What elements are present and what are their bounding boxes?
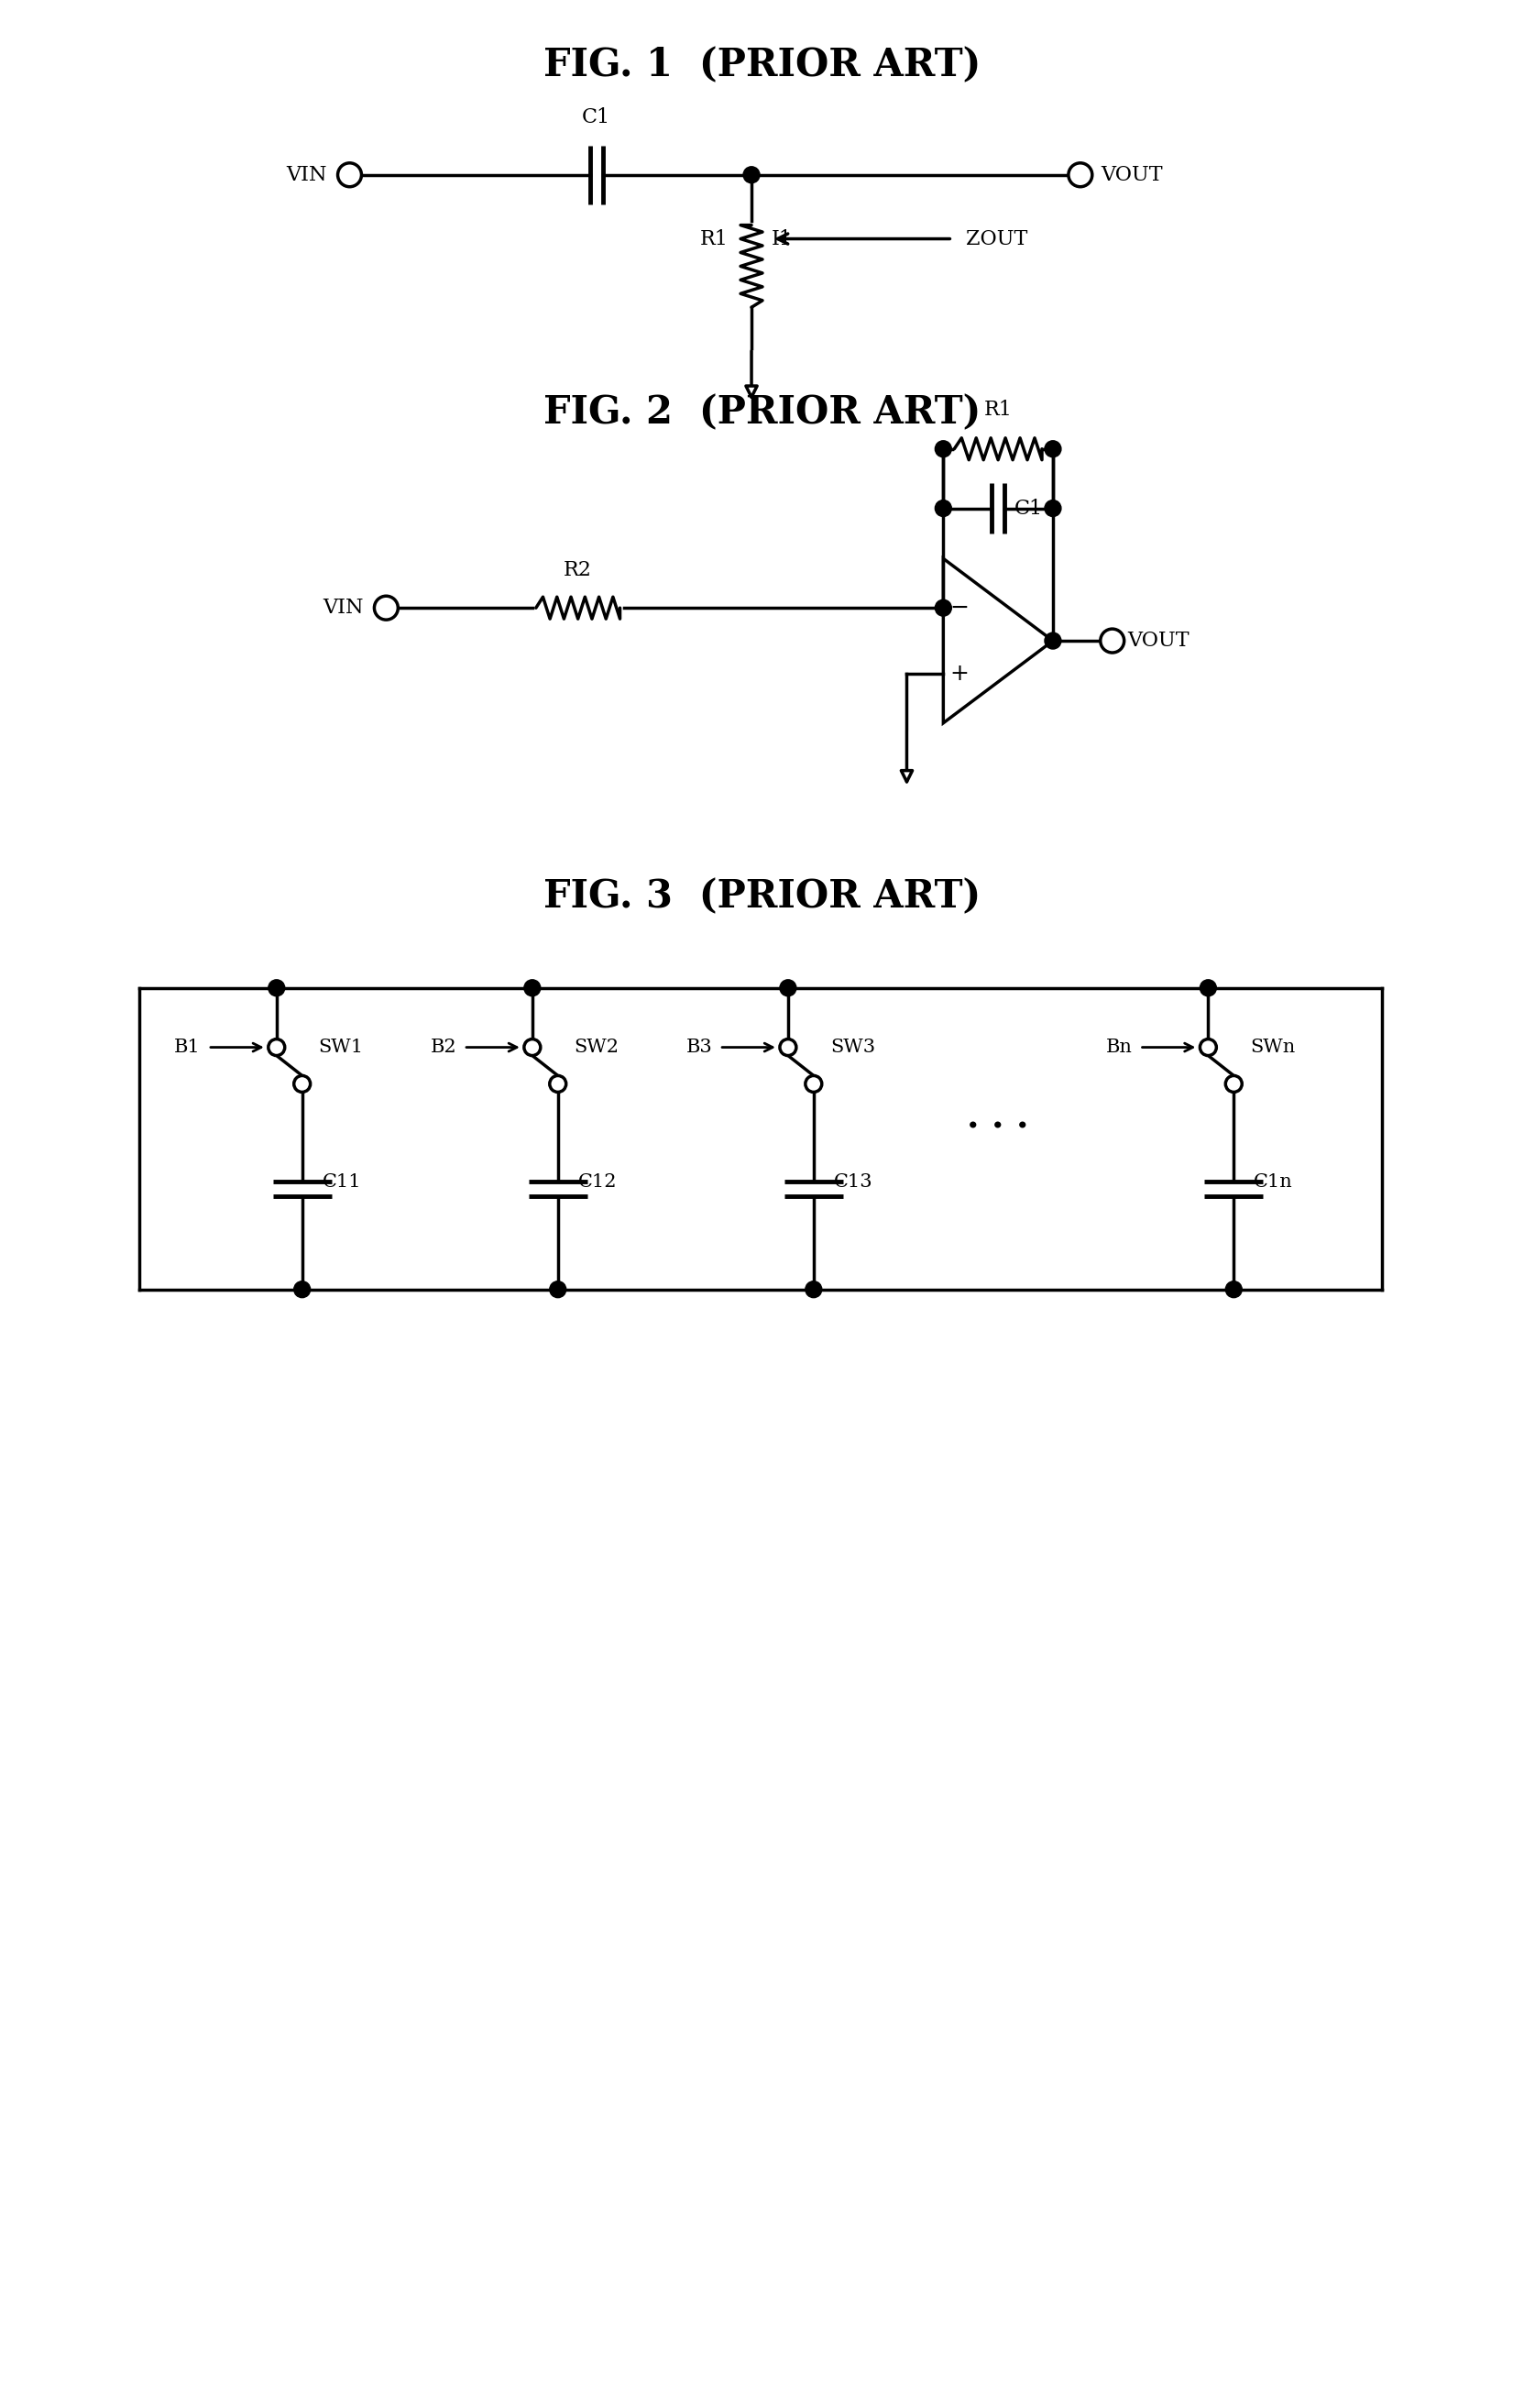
Text: . . .: . . . bbox=[968, 1100, 1029, 1137]
Text: VIN: VIN bbox=[287, 164, 326, 185]
Circle shape bbox=[936, 441, 951, 458]
Text: VIN: VIN bbox=[323, 597, 363, 619]
Circle shape bbox=[805, 1281, 821, 1298]
Text: SW1: SW1 bbox=[319, 1038, 364, 1057]
Circle shape bbox=[550, 1076, 565, 1093]
Circle shape bbox=[294, 1076, 311, 1093]
Text: C1: C1 bbox=[1015, 498, 1042, 518]
Text: ZOUT: ZOUT bbox=[966, 229, 1027, 248]
Text: VOUT: VOUT bbox=[1100, 164, 1163, 185]
Text: FIG. 2  (PRIOR ART): FIG. 2 (PRIOR ART) bbox=[543, 393, 981, 431]
Circle shape bbox=[268, 980, 285, 997]
Text: C13: C13 bbox=[834, 1173, 873, 1190]
Circle shape bbox=[524, 1040, 541, 1055]
Circle shape bbox=[268, 1040, 285, 1055]
Text: Bn: Bn bbox=[1106, 1038, 1132, 1057]
Text: SWn: SWn bbox=[1250, 1038, 1295, 1057]
Text: C1: C1 bbox=[582, 108, 611, 128]
Text: +: + bbox=[949, 662, 969, 684]
Circle shape bbox=[1225, 1281, 1242, 1298]
Circle shape bbox=[294, 1281, 311, 1298]
Text: R1: R1 bbox=[985, 400, 1012, 419]
Text: B1: B1 bbox=[174, 1038, 201, 1057]
Text: VOUT: VOUT bbox=[1128, 631, 1190, 650]
Circle shape bbox=[550, 1281, 565, 1298]
Text: C1n: C1n bbox=[1254, 1173, 1292, 1190]
Text: FIG. 1  (PRIOR ART): FIG. 1 (PRIOR ART) bbox=[543, 46, 981, 84]
Circle shape bbox=[338, 164, 361, 188]
Circle shape bbox=[1044, 441, 1061, 458]
Text: SW3: SW3 bbox=[831, 1038, 875, 1057]
Text: FIG. 3  (PRIOR ART): FIG. 3 (PRIOR ART) bbox=[544, 877, 980, 915]
Circle shape bbox=[936, 501, 951, 518]
Text: −: − bbox=[949, 597, 969, 619]
Text: B2: B2 bbox=[430, 1038, 457, 1057]
Circle shape bbox=[744, 166, 760, 183]
Circle shape bbox=[375, 597, 398, 619]
Circle shape bbox=[1199, 980, 1216, 997]
Circle shape bbox=[936, 600, 951, 616]
Text: C11: C11 bbox=[322, 1173, 361, 1190]
Circle shape bbox=[780, 980, 796, 997]
Circle shape bbox=[1068, 164, 1093, 188]
Circle shape bbox=[1225, 1076, 1242, 1093]
Circle shape bbox=[805, 1076, 821, 1093]
Text: C12: C12 bbox=[578, 1173, 617, 1190]
Text: I1: I1 bbox=[771, 229, 792, 248]
Circle shape bbox=[1044, 633, 1061, 650]
Text: B3: B3 bbox=[686, 1038, 712, 1057]
Text: R1: R1 bbox=[701, 229, 728, 248]
Circle shape bbox=[1044, 501, 1061, 518]
Circle shape bbox=[524, 980, 541, 997]
Text: SW2: SW2 bbox=[575, 1038, 619, 1057]
Circle shape bbox=[780, 1040, 796, 1055]
Text: R2: R2 bbox=[564, 561, 593, 580]
Circle shape bbox=[1199, 1040, 1216, 1055]
Circle shape bbox=[1100, 628, 1125, 653]
